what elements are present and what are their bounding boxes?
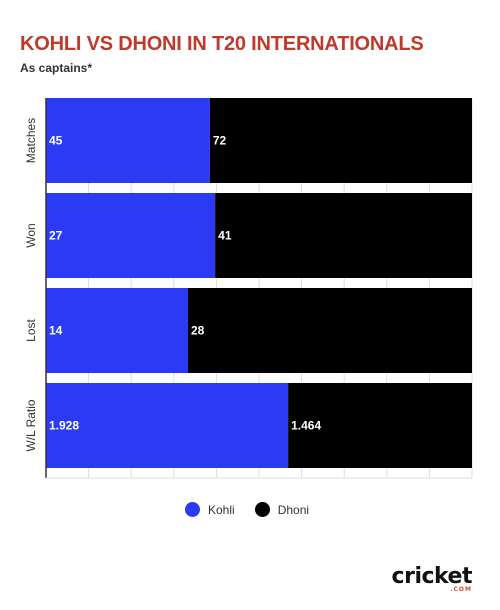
value-label: 14 [49, 324, 63, 338]
logo-wordmark: cricket [391, 564, 473, 589]
value-label: 41 [218, 229, 232, 243]
legend-item-kohli[interactable]: Kohli [185, 502, 235, 517]
legend: Kohli Dhoni [185, 502, 329, 517]
bar-dhoni-won[interactable] [215, 193, 472, 278]
value-label: 45 [49, 134, 63, 148]
bar-dhoni-lost[interactable] [188, 288, 472, 373]
bar-kohli-won[interactable] [46, 193, 216, 278]
legend-dot-kohli [185, 502, 200, 517]
category-label: Matches [24, 118, 38, 163]
legend-item-dhoni[interactable]: Dhoni [254, 502, 310, 517]
value-label: 28 [191, 324, 205, 338]
chart-title: KOHLI VS DHONI IN T20 INTERNATIONALS [20, 33, 424, 55]
legend-label-kohli: Kohli [208, 502, 235, 517]
value-label: 1.464 [291, 419, 321, 433]
category-label: Lost [24, 318, 38, 341]
value-label: 72 [213, 134, 227, 148]
value-label: 1.928 [49, 419, 79, 433]
logo-domain: .COM [450, 586, 472, 593]
value-label: 27 [49, 229, 63, 243]
bar-dhoni-wlratio[interactable] [288, 383, 472, 468]
bar-kohli-lost[interactable] [46, 288, 188, 373]
legend-dot-dhoni [254, 502, 270, 517]
bar-dhoni-matches[interactable] [209, 98, 472, 183]
category-label: Won [24, 223, 38, 247]
category-label: W/L Ratio [24, 399, 38, 452]
bar-kohli-matches[interactable] [46, 98, 210, 183]
bar-kohli-wlratio[interactable] [46, 383, 289, 468]
cricket-com-logo: cricket .COM [391, 564, 473, 593]
legend-label-dhoni: Dhoni [277, 502, 310, 517]
chart-subtitle: As captains* [20, 61, 93, 75]
